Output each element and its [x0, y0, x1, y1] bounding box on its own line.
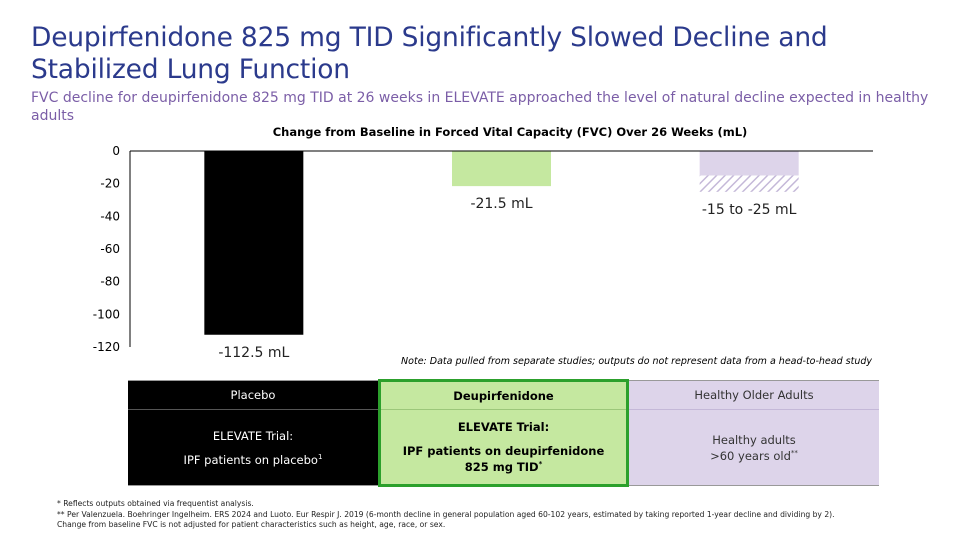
footnotes: * Reflects outputs obtained via frequent… [57, 499, 837, 531]
column-header: Healthy Older Adults [629, 381, 879, 410]
y-tick-label: -80 [100, 275, 120, 289]
footnote-marker: 1 [317, 452, 323, 461]
column-body: Healthy adults >60 years old** [629, 410, 879, 485]
data-labels: -112.5 mL -21.5 mL -15 to -25 mL [218, 196, 796, 361]
column-line: Healthy adults [712, 432, 796, 447]
bars [204, 151, 799, 335]
column-line: ELEVATE Trial: [457, 420, 550, 434]
bar-range-hatched [699, 175, 799, 192]
data-label: -15 to -25 mL [702, 202, 797, 218]
fvc-bar-chart: 0-20-40-60-80-100-120 -112.5 mL-21.5 mL -… [93, 144, 873, 361]
y-tick-label: -40 [100, 209, 120, 223]
footnote: ** Per Valenzuela. Boehringer Ingelheim.… [57, 509, 835, 530]
table-column-deupirfenidone: Deupirfenidone ELEVATE Trial: IPF patien… [378, 379, 629, 487]
footnote-marker: * [538, 460, 543, 469]
data-label: -112.5 mL [218, 345, 289, 361]
table-column-healthy-older-adults: Healthy Older Adults Healthy adults >60 … [629, 381, 879, 485]
y-axis-ticks: 0 -20 -40 -60 -80 -100 -120 [93, 144, 120, 354]
y-tick-label: -120 [93, 340, 120, 354]
chart-note: Note: Data pulled from separate studies;… [401, 356, 872, 367]
table-column-placebo: Placebo ELEVATE Trial: IPF patients on p… [128, 381, 378, 485]
study-comparison-table: Placebo ELEVATE Trial: IPF patients on p… [128, 379, 879, 487]
column-header: Deupirfenidone [381, 382, 626, 410]
bar-range-solid [699, 151, 799, 176]
y-tick-label: -100 [93, 307, 120, 321]
column-line: 825 mg TID* [464, 460, 543, 474]
y-tick-label: -20 [100, 177, 120, 191]
column-body: ELEVATE Trial: IPF patients on deupirfen… [381, 410, 626, 484]
column-line: IPF patients on placebo1 [183, 452, 323, 467]
column-line: >60 years old** [710, 448, 798, 463]
bar [204, 151, 304, 335]
footnote: * Reflects outputs obtained via frequent… [57, 499, 254, 508]
data-label: -21.5 mL [470, 196, 532, 212]
column-header: Placebo [128, 381, 378, 410]
footnote-marker: ** [790, 448, 798, 457]
column-line: ELEVATE Trial: [212, 428, 294, 443]
slide-title: Deupirfenidone 825 mg TID Significantly … [31, 22, 828, 85]
column-body: ELEVATE Trial: IPF patients on placebo1 [128, 410, 378, 485]
bar [452, 151, 551, 187]
slide-subtitle: FVC decline for deupirfenidone 825 mg TI… [31, 90, 929, 124]
y-tick-label: 0 [112, 144, 120, 158]
y-tick-label: -60 [100, 242, 120, 256]
column-line: IPF patients on deupirfenidone [402, 444, 605, 458]
chart-title: Change from Baseline in Forced Vital Cap… [272, 125, 748, 139]
